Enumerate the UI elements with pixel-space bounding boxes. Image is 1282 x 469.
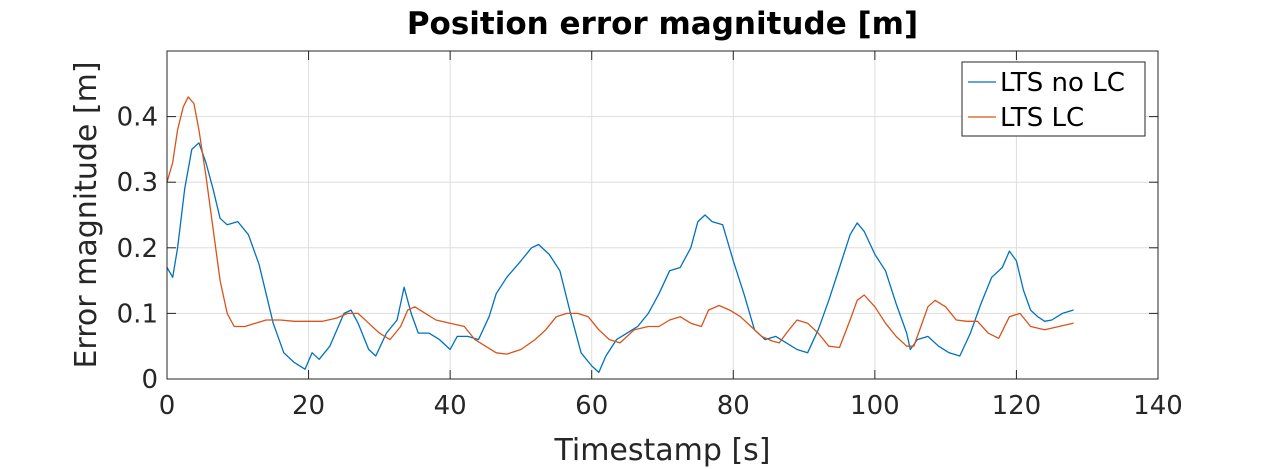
x-tick-label: 120	[992, 391, 1042, 421]
x-tick-labels: 0 20 40 60 80 100 120 140	[159, 391, 1183, 421]
legend-label-lts-no-lc: LTS no LC	[1000, 68, 1125, 98]
axes-frame	[166, 50, 1159, 380]
series-layer	[166, 96, 1074, 374]
x-tick-label: 60	[575, 391, 608, 421]
y-tick-label: 0.4	[117, 103, 158, 133]
legend: LTS no LC LTS LC	[961, 61, 1146, 137]
x-tick-label: 20	[292, 391, 325, 421]
x-tick-label: 140	[1133, 391, 1183, 421]
y-tick-label: 0.1	[117, 299, 158, 329]
y-tick-label: 0.3	[117, 168, 158, 198]
legend-label-lts-lc: LTS LC	[1000, 103, 1084, 133]
x-tick-label: 40	[434, 391, 467, 421]
chart-title: Position error magnitude [m]	[407, 6, 918, 42]
series-line-lts-lc	[166, 96, 1074, 355]
y-tick-labels: 0 0.1 0.2 0.3 0.4	[117, 103, 158, 395]
x-tick-label: 100	[850, 391, 900, 421]
y-tick-label: 0.2	[117, 234, 158, 264]
series-line-lts-no-lc	[166, 142, 1074, 374]
x-tick-label: 0	[159, 391, 176, 421]
y-axis-label: Error magnitude [m]	[69, 61, 104, 368]
legend-box	[961, 61, 1146, 137]
x-axis-label: Timestamp [s]	[553, 433, 770, 468]
tick-marks	[166, 51, 1159, 380]
x-tick-label: 80	[717, 391, 750, 421]
y-tick-label: 0	[141, 365, 158, 395]
